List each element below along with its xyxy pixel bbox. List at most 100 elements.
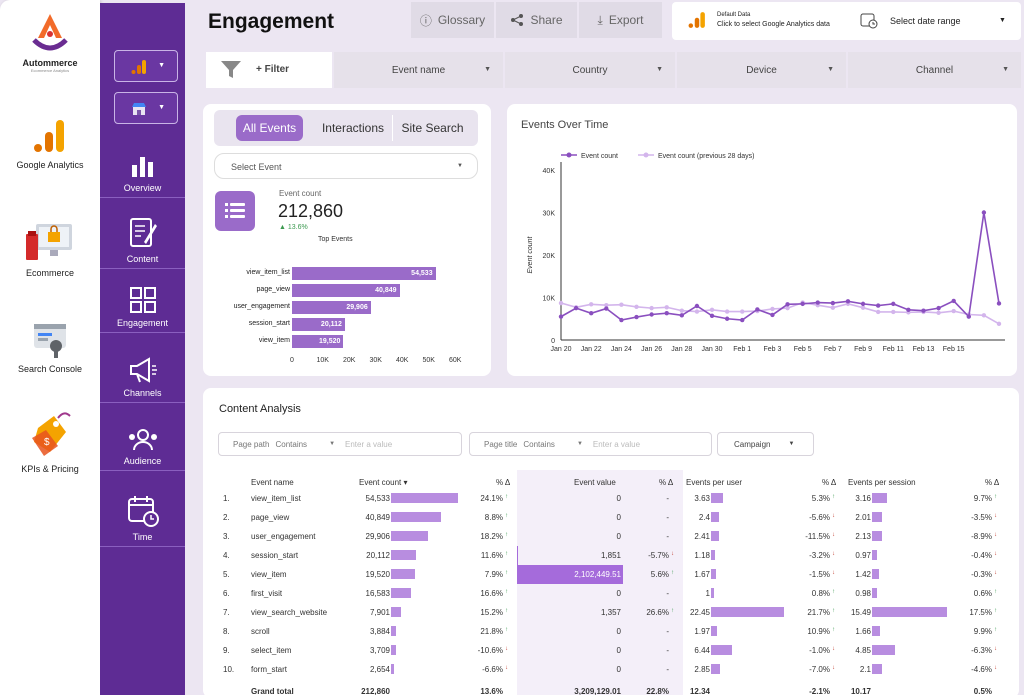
device-filter[interactable]: Device ▼ xyxy=(677,52,846,88)
store-dropdown[interactable]: ▼ xyxy=(114,92,178,124)
table-row[interactable]: 6. first_visit 16,583 16.6% ↑ 0-1 0.8% ↑ 0.98 0.6… xyxy=(214,584,1004,603)
share-icon xyxy=(511,14,524,26)
nav-content[interactable]: Content xyxy=(100,216,185,269)
filter-value-input[interactable]: Enter a value xyxy=(592,439,641,449)
events-per-session: 2.01 xyxy=(855,513,871,522)
nav-time[interactable]: Time xyxy=(100,494,185,547)
table-row[interactable]: 5. view_item 19,520 7.9% ↑ 2,102,449.51 5.6% ↑ 1… xyxy=(214,565,1004,584)
table-row[interactable]: 8. scroll 3,884 21.8% ↑ 0-1.97 10.9% ↑ 1.66 9.9% ↑ xyxy=(214,622,1004,641)
app-search-console[interactable]: Search Console xyxy=(0,322,100,374)
app-label: Search Console xyxy=(17,364,83,374)
top-event-row[interactable]: view_item 19,520 xyxy=(214,335,474,348)
country-filter[interactable]: Country ▼ xyxy=(505,52,675,88)
campaign-filter[interactable]: Campaign ▼ xyxy=(717,432,814,456)
nav-engagement[interactable]: Engagement xyxy=(100,286,185,333)
table-row[interactable]: 9. select_item 3,709 -10.6% ↓ 0-6.44 -1.0% ↓ 4.8… xyxy=(214,641,1004,660)
table-row[interactable]: 1. view_item_list 54,533 24.1% ↑ 0-3.63 5.3% ↑ 3… xyxy=(214,489,1004,508)
table-row[interactable]: 3. user_engagement 29,906 18.2% ↑ 0 - 2.41 -11.5… xyxy=(214,527,1004,546)
add-filter-button[interactable]: + Filter xyxy=(206,52,332,88)
arrow-down-icon: ↓ xyxy=(505,646,508,652)
events-per-session-delta: 9.9% xyxy=(973,627,992,636)
event-count: 16,583 xyxy=(365,589,390,598)
col-events-per-session[interactable]: Events per session xyxy=(848,478,916,487)
events-per-user: 1.97 xyxy=(694,627,710,636)
select-event-dropdown[interactable]: Select Event ▼ xyxy=(214,153,478,179)
events-per-session-bar xyxy=(872,531,883,541)
arrow-up-icon: ↑ xyxy=(505,551,508,557)
filter-label: Campaign xyxy=(734,439,771,449)
tab-site-search[interactable]: Site Search xyxy=(392,115,472,141)
filter-value-input[interactable]: Enter a value xyxy=(345,439,393,449)
app-kpis-pricing[interactable]: $ KPIs & Pricing xyxy=(0,410,100,474)
x-tick-label: Jan 22 xyxy=(581,346,602,353)
arrow-down-icon: ↓ xyxy=(832,646,835,652)
chevron-down-icon: ▼ xyxy=(158,104,165,111)
table-row[interactable]: 10. form_start 2,654 -6.6% ↓ 0-2.85 -7.0% ↓ 2.1-… xyxy=(214,660,1004,679)
export-button[interactable]: ⤓ Export xyxy=(579,2,662,38)
events-over-time-panel xyxy=(507,104,1017,376)
data-point xyxy=(936,305,941,311)
col-event-value[interactable]: Event value xyxy=(574,478,616,487)
page-path-filter[interactable]: Page path Contains ▼ Enter a value xyxy=(218,432,462,456)
channel-filter[interactable]: Channel ▼ xyxy=(848,52,1021,88)
arrow-down-icon: ↓ xyxy=(994,513,997,519)
chevron-down-icon: ▼ xyxy=(158,62,165,69)
section-title: Content Analysis xyxy=(219,403,301,415)
event-value: 1,357 xyxy=(600,608,621,617)
data-point xyxy=(770,306,775,312)
nav-channels[interactable]: Channels xyxy=(100,356,185,403)
col-value-delta[interactable]: % Δ xyxy=(659,478,674,487)
col-event-count[interactable]: Event count ▾ xyxy=(359,478,408,487)
glossary-button[interactable]: ⓘ Glossary xyxy=(411,2,494,38)
share-button[interactable]: Share xyxy=(496,2,577,38)
events-per-user: 3.63 xyxy=(694,494,710,503)
total-cell: 22.8% xyxy=(646,687,669,695)
event-name: scroll xyxy=(251,627,270,636)
col-event-name[interactable]: Event name xyxy=(251,478,294,487)
document-pen-icon xyxy=(129,218,157,247)
ga-property-dropdown[interactable]: ▼ xyxy=(114,50,178,82)
events-per-user-delta: -5.6% xyxy=(809,513,830,522)
col-count-delta[interactable]: % Δ xyxy=(496,478,511,487)
event-count-bar xyxy=(391,531,428,541)
event-value-delta: - xyxy=(666,513,669,522)
col-events-per-user[interactable]: Events per user xyxy=(686,478,743,487)
col-session-delta[interactable]: % Δ xyxy=(985,478,1000,487)
events-per-user-delta: -7.0% xyxy=(809,665,830,674)
nav-overview[interactable]: Overview xyxy=(100,153,185,198)
tab-interactions[interactable]: Interactions xyxy=(315,115,391,141)
table-row[interactable]: 4. session_start 20,112 11.6% ↑ 1,851 -5.7% ↓ 1.… xyxy=(214,546,1004,565)
table-row[interactable]: 7. view_search_website 7,901 15.2% ↑ 1,357 26.… xyxy=(214,603,1004,622)
nav-audience[interactable]: Audience xyxy=(100,426,185,471)
autommerce-logo xyxy=(30,12,70,57)
total-cell: 13.6% xyxy=(480,687,503,695)
events-per-session-bar xyxy=(872,626,881,636)
data-source-picker[interactable]: Default Data Click to select Google Anal… xyxy=(672,2,1021,40)
events-per-user-bar xyxy=(711,493,723,503)
data-point xyxy=(860,305,866,310)
total-cell: Grand total xyxy=(251,687,294,695)
event-name-filter[interactable]: Event name ▼ xyxy=(334,52,503,88)
chevron-down-icon: ▼ xyxy=(827,66,834,73)
page-title-filter[interactable]: Page title Contains ▼ Enter a value xyxy=(469,432,712,456)
top-event-row[interactable]: view_item_list 54,533 xyxy=(214,267,474,280)
filter-label: Country xyxy=(572,64,608,76)
tab-label: Interactions xyxy=(321,121,385,135)
top-event-row[interactable]: user_engagement 29,906 xyxy=(214,301,474,314)
arrow-down-icon: ↓ xyxy=(994,551,997,557)
app-google-analytics[interactable]: Google Analytics xyxy=(0,118,100,170)
top-event-row[interactable]: session_start 20,112 xyxy=(214,318,474,331)
google-analytics-icon xyxy=(34,120,64,152)
events-per-session: 4.85 xyxy=(855,646,871,655)
event-count: 3,709 xyxy=(369,646,390,655)
data-point xyxy=(604,302,609,308)
top-event-row[interactable]: page_view 40,849 xyxy=(214,284,474,297)
table-row[interactable]: 2. page_view 40,849 8.8% ↑ 0-2.4 -5.6% ↓ 2.01 -3.… xyxy=(214,508,1004,527)
event-value-delta: - xyxy=(666,589,669,598)
filter-operator: Contains xyxy=(275,439,308,449)
col-user-delta[interactable]: % Δ xyxy=(822,478,837,487)
x-tick-label: Jan 26 xyxy=(641,346,662,353)
app-ecommerce[interactable]: Ecommerce xyxy=(0,222,100,278)
tab-all-events[interactable]: All Events xyxy=(236,115,303,141)
events-per-session-delta: -3.5% xyxy=(971,513,992,522)
